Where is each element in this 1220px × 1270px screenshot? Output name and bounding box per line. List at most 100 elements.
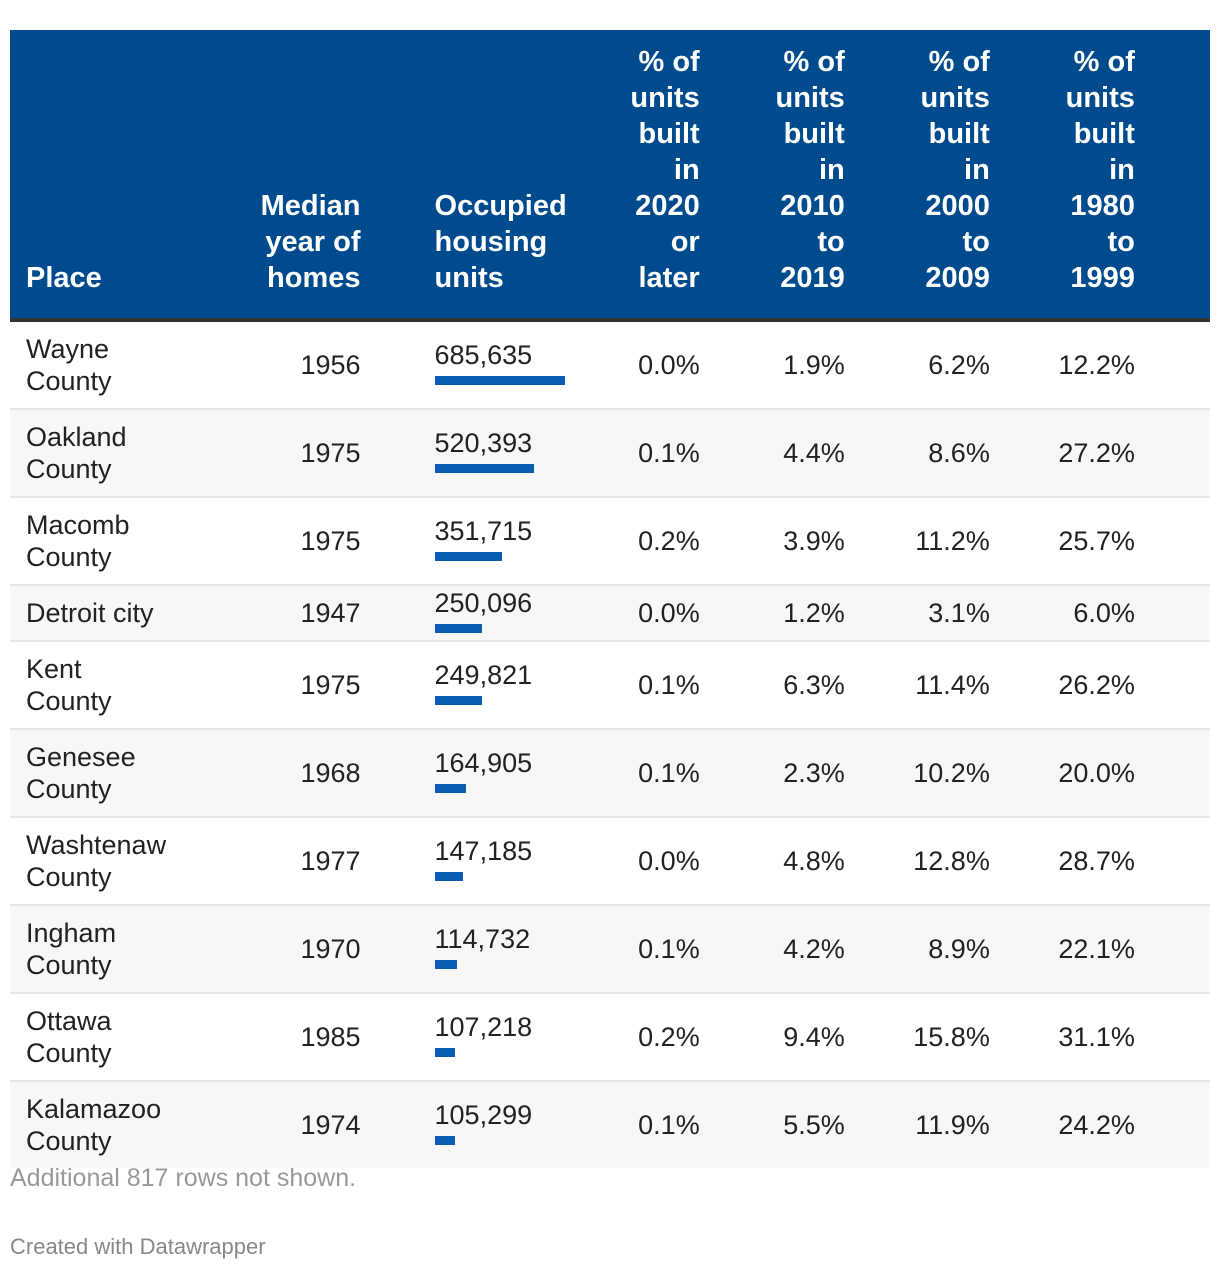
cell-pct-1960-1979: 33.3% [1144,729,1210,818]
header-label-line: units [434,262,504,294]
header-pct-1980-1999[interactable]: % of units built in 1980 to 1999 [999,30,1145,322]
header-label: % of units built in 2000 to 2009 [921,44,990,296]
cell-occupied-units: 520,393 [370,409,565,498]
occupied-value-label: 114,732 [434,923,531,954]
header-pct-2020-later[interactable]: % of units built in 2020 or later [564,30,710,322]
cell-place: Ottawa County [10,993,213,1082]
header-label-line: homes [267,262,361,294]
header-label: % of units built in 2020 or later [630,44,699,296]
cell-pct-1960-1979: 23.3% [1144,641,1210,730]
cell-median-year: 1956 [212,320,371,410]
header-label: Median year of homes [261,188,361,296]
cell-pct-1980-1999: 28.7% [999,817,1145,906]
table-row: Oakland County 1975 520,393 0.1% 4.4% 8.6% 27.2… [10,409,1210,498]
cell-occupied-units: 685,635 [370,320,565,410]
header-label-line: built [783,118,845,150]
table-row: Kalamazoo County 1974 105,299 0.1% 5.5% 11.9% 2… [10,1081,1210,1168]
place-name-line: County [26,1126,112,1156]
header-label-line: % of [928,46,990,78]
header-label-line: or [670,226,700,258]
datawrapper-credit[interactable]: Created with Datawrapper [10,1234,266,1259]
cell-place: Washtenaw County [10,817,213,906]
cell-pct-2020-later: 0.0% [564,585,710,642]
occupied-bar-group: 520,393 [434,428,564,473]
occupied-bar-group: 147,185 [434,836,564,881]
occupied-bar [434,783,466,793]
cell-occupied-units: 249,821 [370,641,565,730]
header-pct-2000-2009[interactable]: % of units built in 2000 to 2009 [854,30,1000,322]
occupied-value-label: 249,821 [434,659,533,690]
cell-pct-2000-2009: 8.6% [854,409,1000,498]
header-label: Occupied housing units [435,188,567,296]
header-label-line: 2010 [780,190,845,222]
cell-place: Oakland County [10,409,213,498]
cell-pct-1980-1999: 22.1% [999,905,1145,994]
place-name-line: County [26,366,112,396]
cell-pct-1960-1979: 33.8% [1144,497,1210,586]
table-row: Macomb County 1975 351,715 0.2% 3.9% 11.2% 25.7… [10,497,1210,586]
cell-pct-2000-2009: 8.9% [854,905,1000,994]
place-name-line: Ottawa [26,1006,112,1036]
cell-pct-2010-2019: 2.3% [709,729,855,818]
place-name-line: Macomb [26,510,130,540]
occupied-bar [434,463,534,473]
cell-pct-2000-2009: 12.8% [854,817,1000,906]
header-label: % of units built in 1980 to 1999 [1066,44,1135,296]
cell-pct-2020-later: 0.1% [564,641,710,730]
cell-pct-2010-2019: 4.4% [709,409,855,498]
place-name-line: County [26,686,112,716]
cell-pct-2010-2019: 3.9% [709,497,855,586]
cell-pct-2000-2009: 10.2% [854,729,1000,818]
header-label-line: 1999 [1070,262,1135,294]
header-label-line: 2020 [635,190,700,222]
header-median-year[interactable]: Median year of homes [212,30,371,322]
header-label-line: % of [783,46,845,78]
table-row: Washtenaw County 1977 147,185 0.0% 4.8% 12.8% 2… [10,817,1210,906]
header-label-line: units [1065,82,1135,114]
header-row: Place Median year of homes Occupied housing un… [10,30,1210,322]
cell-pct-1960-1979: 31.2% [1144,409,1210,498]
place-name-line: County [26,1038,112,1068]
occupied-bar [434,1135,455,1145]
cell-median-year: 1985 [212,993,371,1082]
data-table-container: Place Median year of homes Occupied housing un… [10,30,1210,1168]
header-pct-1960-1979[interactable]: % ofunitsbuiltin1960to1979 [1144,30,1210,322]
header-label-line: in [673,154,700,186]
occupied-bar-group: 105,299 [434,1099,564,1145]
cell-pct-2000-2009: 3.1% [854,585,1000,642]
cell-median-year: 1974 [300,1110,361,1140]
header-pct-2010-2019[interactable]: % of units built in 2010 to 2019 [709,30,855,322]
cell-pct-2020-later: 0.0% [564,320,710,410]
cell-pct-2000-2009: 11.9% [915,1110,990,1140]
occupied-bar [434,623,482,633]
header-place[interactable]: Place [10,30,213,322]
place-name-line: Oakland [26,422,127,452]
occupied-bar-group: 107,218 [434,1012,564,1057]
header-label-line: Occupied [434,190,567,222]
cell-median-year: 1968 [212,729,371,818]
table-row: Genesee County 1968 164,905 0.1% 2.3% 10.2% 20.… [10,729,1210,818]
cell-pct-2020-later: 0.1% [564,409,710,498]
header-label-line: Median [260,190,361,222]
header-label-line: year of [265,226,361,258]
occupied-value-label: 105,299 [434,1099,533,1130]
header-label-line: later [638,262,700,294]
occupied-bar [434,959,457,969]
cell-pct-1980-1999: 26.2% [999,641,1145,730]
header-label-line: in [964,154,990,186]
cell-pct-2010-2019: 9.4% [709,993,855,1082]
cell-pct-1960-1979: 26.2% [1145,1081,1210,1168]
cell-pct-2000-2009: 11.2% [854,497,1000,586]
occupied-bar-group: 249,821 [434,659,564,705]
occupied-bar [434,551,502,561]
header-label-line: units [775,82,845,114]
place-name-line: County [26,454,112,484]
header-label-line: units [920,82,990,114]
header-occupied-units[interactable]: Occupied housing units [370,30,567,322]
table-body: WayneCounty1956685,6350.0%1.9%6.2%12.2%2… [10,320,1210,1168]
occupied-bar-group: 164,905 [434,748,564,793]
cell-pct-2000-2009: 15.8% [854,993,1000,1082]
table-header: Place Median year of homes Occupied housing un… [10,30,1210,322]
cell-median-year: 1975 [212,409,371,498]
cell-occupied-units: 164,905 [370,729,565,818]
